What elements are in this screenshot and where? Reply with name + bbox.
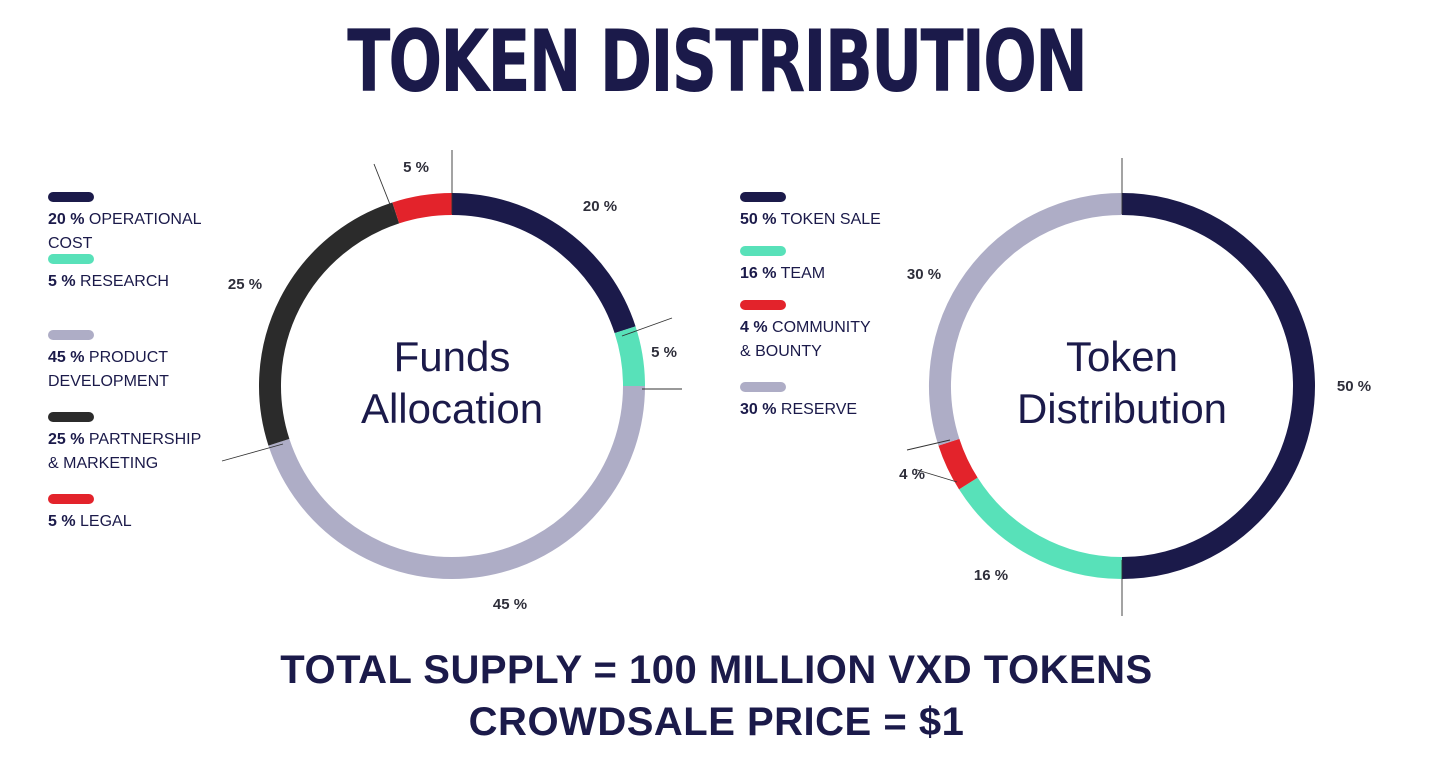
- legend-label: OPERATIONAL COST: [48, 211, 202, 252]
- donut-slice: [938, 438, 978, 490]
- legend-percent: 5 %: [48, 273, 76, 290]
- slice-label: 50 %: [1337, 378, 1371, 395]
- center-label: Token: [1066, 333, 1178, 380]
- total-supply-text: TOTAL SUPPLY = 100 MILLION VXD TOKENS: [280, 648, 1153, 692]
- legend-label: TEAM: [776, 265, 826, 282]
- leader-line: [913, 468, 958, 483]
- donut-slice: [451, 193, 636, 334]
- legend-label: PARTNERSHIP & MARKETING: [48, 431, 202, 472]
- legend-swatch: [740, 300, 786, 310]
- donut-slice: [268, 385, 645, 579]
- legend-item: 30 % RESERVE: [740, 382, 857, 422]
- legend-item: 45 % PRODUCT DEVELOPMENT: [48, 330, 169, 394]
- center-label: Allocation: [361, 385, 543, 432]
- legend-swatch: [740, 192, 786, 202]
- slice-label: 30 %: [907, 266, 941, 283]
- legend-item: 4 % COMMUNITY & BOUNTY: [740, 300, 871, 364]
- donut-center: [950, 214, 1294, 558]
- legend-percent: 30 %: [740, 401, 777, 418]
- legend-label: TOKEN SALE: [776, 211, 881, 228]
- legend-swatch: [740, 382, 786, 392]
- legend-swatch: [48, 412, 94, 422]
- legend-label: RESEARCH: [75, 273, 169, 290]
- slice-label: 4 %: [899, 466, 925, 483]
- donut-slice: [1121, 193, 1315, 579]
- slice-label: 25 %: [228, 276, 262, 293]
- legend-item: 50 % TOKEN SALE: [740, 192, 881, 232]
- legend-percent: 50 %: [740, 211, 777, 228]
- funds-allocation-chart: 20 % 5 % 45 % 25 % 5 % Funds Allocation: [221, 150, 682, 613]
- slice-label: 5 %: [403, 159, 429, 176]
- legend-percent: 5 %: [48, 513, 76, 530]
- legend-item: 20 % OPERATIONAL COST: [48, 192, 202, 256]
- center-label: Funds: [394, 333, 511, 380]
- slice-label: 16 %: [974, 567, 1008, 584]
- legend-percent: 16 %: [740, 265, 777, 282]
- legend-label: LEGAL: [75, 513, 132, 530]
- center-label: Distribution: [1017, 385, 1227, 432]
- legend-swatch: [48, 254, 94, 264]
- legend-percent: 20 %: [48, 211, 85, 228]
- legend-swatch: [48, 494, 94, 504]
- slice-label: 45 %: [493, 596, 527, 613]
- leader-line: [906, 439, 951, 451]
- donut-slice: [929, 193, 1123, 446]
- page-title: TOKEN DISTRIBUTION: [347, 12, 1088, 112]
- leader-line: [373, 163, 394, 213]
- legend-percent: 25 %: [48, 431, 85, 448]
- legend-label: COMMUNITY & BOUNTY: [740, 319, 871, 360]
- legend-swatch: [740, 246, 786, 256]
- slice-label: 5 %: [651, 344, 677, 361]
- donut-center: [280, 214, 624, 558]
- donut-slice: [259, 202, 400, 446]
- leader-line: [221, 443, 284, 462]
- crowdsale-price-text: CROWDSALE PRICE = $1: [468, 700, 965, 744]
- legend-label: RESERVE: [776, 401, 858, 418]
- legend-percent: 45 %: [48, 349, 85, 366]
- legend-label: PRODUCT DEVELOPMENT: [48, 349, 169, 390]
- donut-slice: [959, 477, 1123, 579]
- legend-percent: 4 %: [740, 319, 768, 336]
- donut-slice: [392, 193, 453, 224]
- legend-item: 5 % LEGAL: [48, 494, 132, 534]
- legend-item: 16 % TEAM: [740, 246, 825, 286]
- legend-item: 5 % RESEARCH: [48, 254, 169, 294]
- legend-item: 25 % PARTNERSHIP & MARKETING: [48, 412, 201, 476]
- legend-swatch: [48, 330, 94, 340]
- donut-slice: [614, 326, 645, 387]
- slice-label: 20 %: [583, 198, 617, 215]
- leader-line: [621, 317, 673, 337]
- token-distribution-chart: 50 % 16 % 4 % 30 % Token Distribution: [899, 158, 1371, 616]
- legend-swatch: [48, 192, 94, 202]
